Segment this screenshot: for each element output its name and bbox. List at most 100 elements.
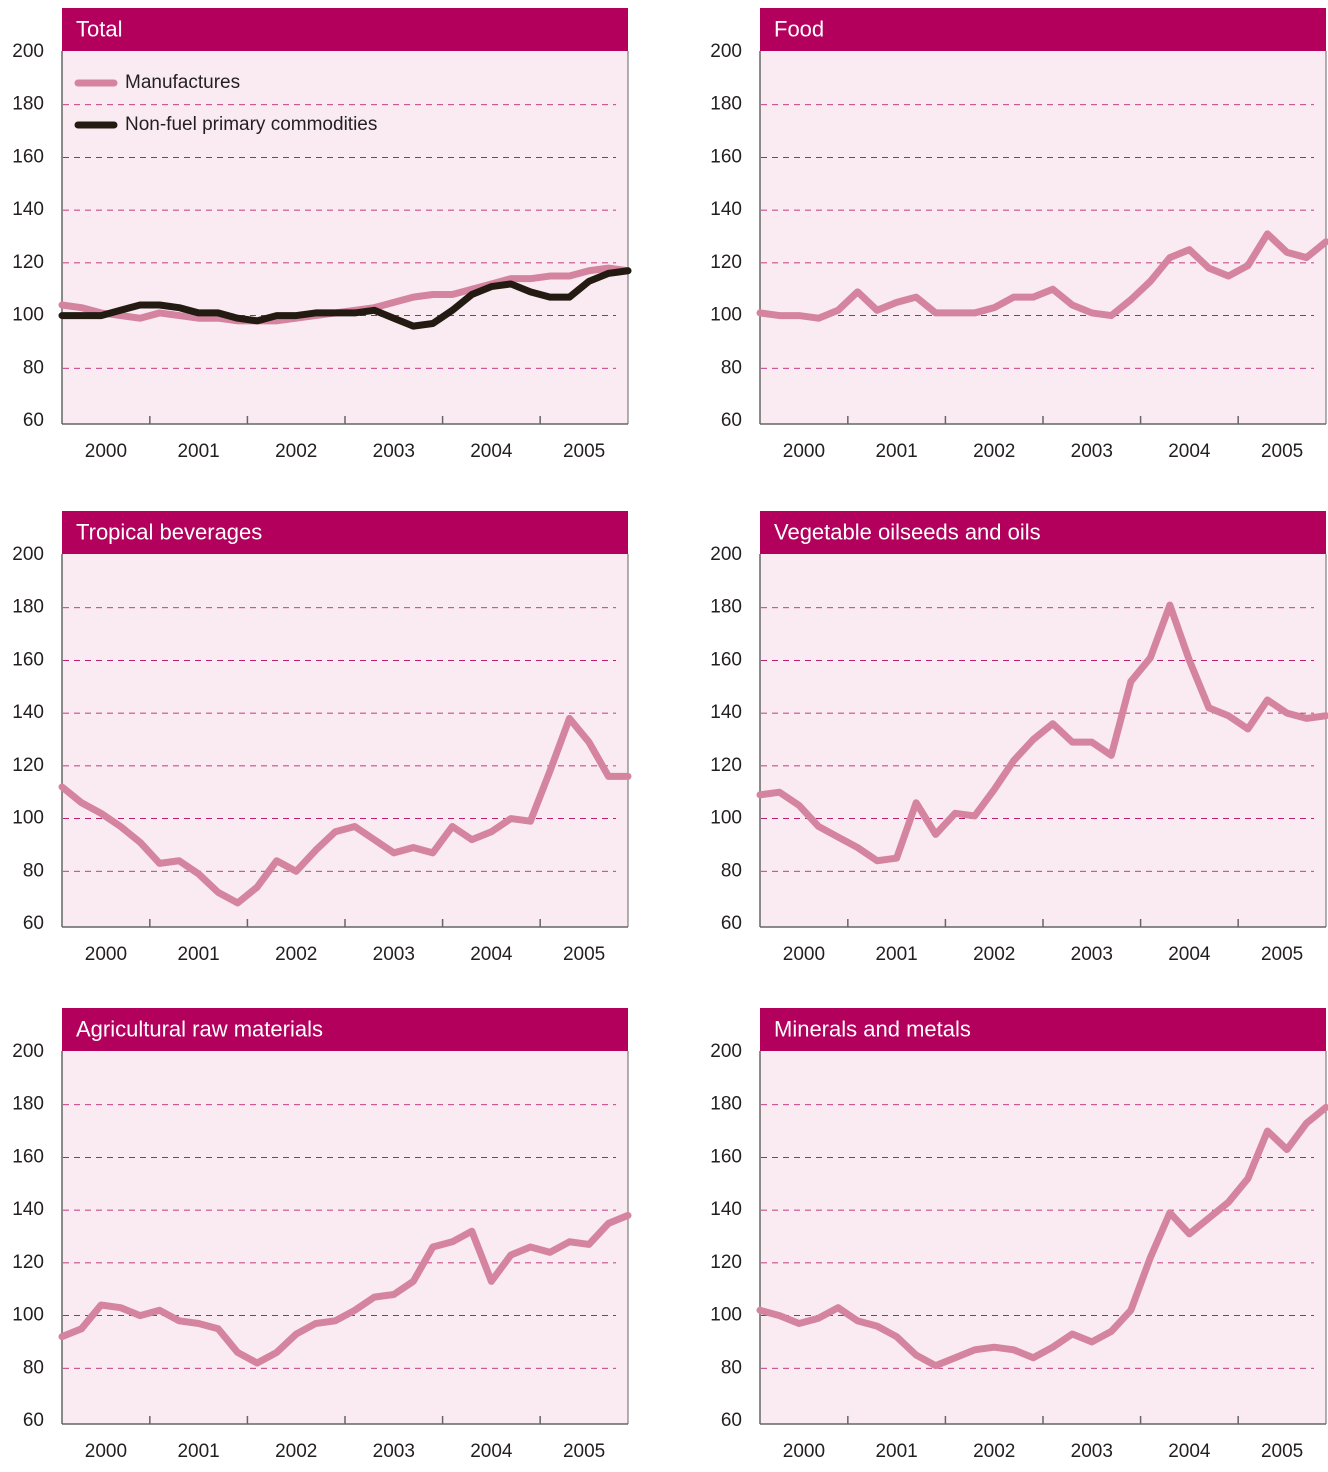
y-tick-label: 60 [23,913,44,934]
y-tick-label: 60 [721,410,742,431]
y-tick-label: 100 [710,808,742,829]
line [756,1103,1328,1370]
x-tick-label: 2001 [177,1441,219,1462]
title-bar [62,8,628,51]
y-tick-label: 120 [12,755,44,776]
x-tick-label: 2004 [1168,441,1211,462]
x-tick-label: 2000 [783,441,825,462]
y-tick-label: 160 [710,1146,742,1167]
line [756,601,1328,865]
y-tick-label: 180 [710,1094,742,1115]
y-tick-label: 180 [12,94,44,115]
x-tick-label: 2005 [1261,944,1303,965]
x-tick-label: 2004 [470,441,513,462]
x-tick-label: 2000 [85,1441,127,1462]
x-tick-label: 2003 [1071,1441,1113,1462]
plot-background [62,554,628,927]
y-tick-label: 60 [23,410,44,431]
y-tick-label: 160 [12,1146,44,1167]
y-tick-label: 120 [710,1252,742,1273]
x-tick-label: 2004 [1168,944,1211,965]
y-tick-label: 60 [721,913,742,934]
x-tick-label: 2000 [85,441,127,462]
y-tick-label: 100 [12,1305,44,1326]
x-tick-label: 2005 [1261,441,1303,462]
x-tick-label: 2000 [783,1441,825,1462]
y-tick-label: 180 [12,597,44,618]
panel: Food 60 80 100 120 140 160 180 200 2000 2001 2002 20… [710,8,1328,462]
x-tick-label: 2005 [1261,1441,1303,1462]
x-tick-label: 2002 [275,1441,317,1462]
y-tick-label: 100 [710,305,742,326]
y-tick-label: 160 [12,649,44,670]
x-tick-label: 2005 [563,944,605,965]
y-tick-label: 140 [710,702,742,723]
y-tick-label: 140 [710,1199,742,1220]
y-tick-label: 160 [710,146,742,167]
legend-label: Non-fuel primary commodities [125,114,377,135]
plot-background [760,554,1326,927]
x-tick-label: 2005 [563,1441,605,1462]
panel-title: Food [774,16,824,41]
panel-title: Vegetable oilseeds and oils [774,519,1041,544]
y-tick-label: 200 [12,41,44,62]
panel: Tropical beverages 60 80 100 120 140 160 180 200… [12,511,632,965]
x-tick-label: 2001 [177,944,219,965]
x-tick-label: 2001 [177,441,219,462]
y-tick-label: 180 [710,94,742,115]
y-tick-label: 80 [23,1357,44,1378]
y-tick-label: 140 [12,1199,44,1220]
y-tick-label: 120 [710,755,742,776]
x-tick-label: 2004 [470,944,513,965]
y-tick-label: 60 [721,1410,742,1431]
y-tick-label: 100 [12,808,44,829]
x-tick-label: 2003 [373,944,415,965]
title-bar [760,8,1326,51]
x-tick-label: 2003 [373,441,415,462]
panel-title: Total [76,16,122,41]
line [756,230,1328,322]
x-tick-label: 2002 [973,441,1015,462]
plot-background [62,51,628,424]
y-tick-label: 140 [710,199,742,220]
x-tick-label: 2000 [783,944,825,965]
x-tick-label: 2001 [875,441,917,462]
y-tick-label: 140 [12,199,44,220]
panel: Agricultural raw materials 60 80 100 120 140 1… [12,1008,632,1462]
y-tick-label: 80 [721,357,742,378]
x-tick-label: 2002 [973,1441,1015,1462]
x-tick-label: 2002 [275,944,317,965]
panel-title: Agricultural raw materials [76,1016,323,1041]
y-tick-label: 80 [23,860,44,881]
plot-background [760,51,1326,424]
x-tick-label: 2003 [1071,944,1113,965]
x-tick-label: 2001 [875,1441,917,1462]
y-tick-label: 80 [23,357,44,378]
line [58,714,632,907]
y-tick-label: 100 [12,305,44,326]
title-bar [62,511,628,554]
plot-background [760,1051,1326,1424]
y-tick-label: 200 [12,544,44,565]
title-bar [760,1008,1326,1051]
x-tick-label: 2002 [275,441,317,462]
y-tick-label: 200 [710,1041,742,1062]
y-tick-label: 180 [710,597,742,618]
line [58,267,632,330]
x-tick-label: 2003 [373,1441,415,1462]
y-tick-label: 200 [710,544,742,565]
y-tick-label: 80 [721,860,742,881]
panel: Total 60 80 100 120 140 160 180 200 2000 2001 2002 2… [12,8,632,462]
y-tick-label: 120 [710,252,742,273]
y-tick-label: 160 [710,649,742,670]
x-tick-label: 2002 [973,944,1015,965]
y-tick-label: 140 [12,702,44,723]
plot-background [62,1051,628,1424]
y-tick-label: 200 [12,1041,44,1062]
y-tick-label: 200 [710,41,742,62]
y-tick-label: 160 [12,146,44,167]
title-bar [760,511,1326,554]
panel: Vegetable oilseeds and oils 60 80 100 120 140… [710,511,1328,965]
x-tick-label: 2005 [563,441,605,462]
